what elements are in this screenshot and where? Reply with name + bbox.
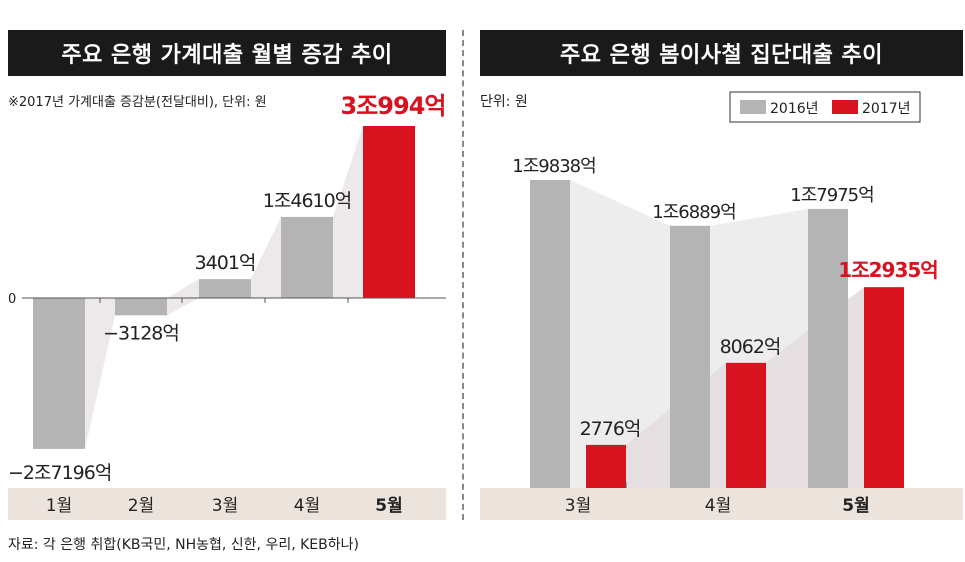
left-value-label-4: 1조4610억	[263, 190, 351, 212]
bar-2017-3	[864, 287, 904, 488]
left-bar-5	[363, 126, 415, 298]
left-category-label-1: 1월	[46, 496, 72, 516]
right-category-label-2: 4월	[705, 496, 731, 516]
value-label-2017-2: 8062억	[720, 336, 781, 358]
left-bar-4	[281, 216, 333, 298]
left-chart-title: 주요 은행 가계대출 월별 증감 추이	[8, 30, 446, 76]
legend-swatch-2	[832, 100, 858, 114]
bar-2017-1	[586, 444, 626, 488]
right-category-label-3: 5월	[842, 496, 869, 516]
value-label-2017-3: 1조2935억	[838, 258, 937, 282]
source-note: 자료: 각 은행 취합(KB국민, NH농협, 신한, 우리, KEB하나)	[8, 537, 359, 553]
legend-swatch-1	[740, 100, 766, 114]
bar-2016-1	[530, 180, 570, 488]
legend-label-2: 2017년	[862, 101, 911, 117]
value-label-2016-2: 1조6889억	[652, 202, 735, 223]
panel-divider	[462, 30, 464, 520]
left-bar-2	[115, 298, 167, 316]
left-bar-1	[33, 298, 85, 449]
left-category-band	[8, 488, 446, 520]
right-chart: 단위: 원 2016년 2017년 1조9838억 2776억 3월 1조6889억 8062…	[480, 91, 963, 520]
right-connector-band-2016	[570, 180, 670, 488]
bar-2016-2	[670, 225, 710, 488]
left-chart: ※2017년 가계대출 증감분(전달대비), 단위: 원 −2조7196억 1월 −3…	[8, 92, 446, 520]
left-panel: 주요 은행 가계대출 월별 증감 추이 ※2017년 가계대출 증감분(전달대비…	[0, 0, 455, 530]
left-value-label-5: 3조994억	[341, 92, 446, 120]
left-category-label-4: 4월	[294, 496, 320, 516]
value-label-2017-1: 2776억	[580, 418, 641, 440]
right-chart-title: 주요 은행 봄이사철 집단대출 추이	[480, 30, 963, 76]
left-category-label-5: 5월	[375, 496, 402, 516]
left-unit-note: ※2017년 가계대출 증감분(전달대비), 단위: 원	[8, 95, 267, 110]
left-value-label-2: −3128억	[103, 322, 179, 344]
left-value-label-1: −2조7196억	[8, 462, 111, 484]
value-label-2016-3: 1조7975억	[790, 185, 873, 206]
bar-2016-3	[808, 208, 848, 488]
left-category-label-2: 2월	[128, 496, 154, 516]
left-connector-band	[167, 279, 199, 316]
right-panel: 주요 은행 봄이사철 집단대출 추이 단위: 원 2016년 2017년 1조9838…	[472, 0, 965, 530]
value-label-2016-1: 1조9838억	[512, 156, 595, 177]
legend-label-1: 2016년	[770, 101, 819, 117]
right-unit-note: 단위: 원	[480, 94, 528, 110]
left-value-label-3: 3401억	[195, 252, 256, 274]
left-zero-label: 0	[8, 292, 16, 307]
left-connector-band	[85, 298, 115, 449]
left-category-label-3: 3월	[212, 496, 238, 516]
right-category-band	[480, 488, 963, 520]
left-connector-band	[251, 216, 281, 298]
right-category-label-1: 3월	[565, 496, 591, 516]
left-bar-3	[199, 279, 251, 298]
left-connector-band	[333, 126, 363, 298]
bar-2017-2	[726, 362, 766, 488]
